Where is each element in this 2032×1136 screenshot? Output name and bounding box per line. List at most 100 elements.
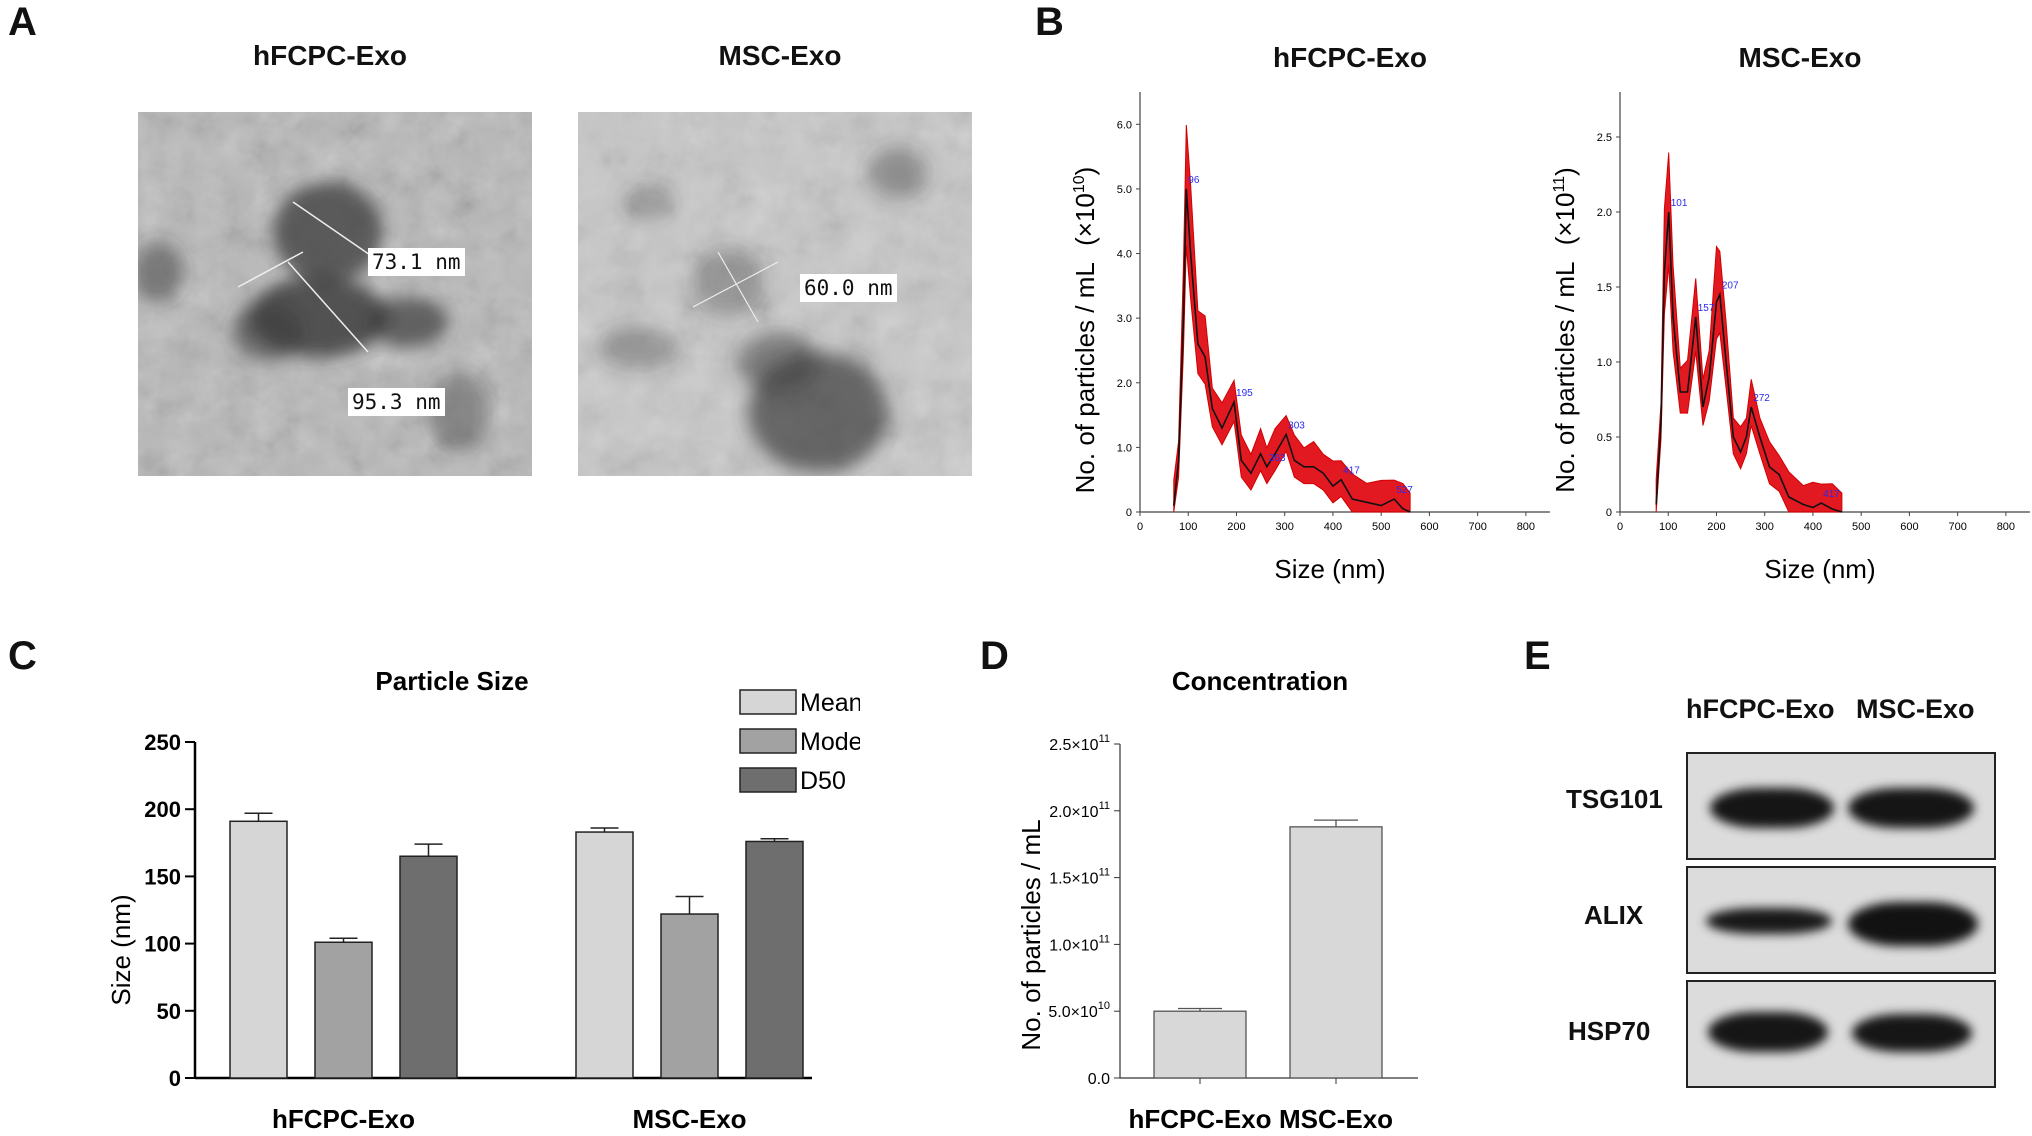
tem-label-msc: MSC-Exo bbox=[718, 40, 842, 71]
blot-strip-alix bbox=[1686, 866, 1996, 974]
size-bar-d50 bbox=[399, 855, 458, 1079]
nta-x-tick-label: 300 bbox=[1276, 521, 1294, 533]
nta-mean-line bbox=[1655, 211, 1843, 513]
nta-ylabel-hfcpc: No. of particles / mL (×1010) bbox=[1070, 167, 1100, 494]
blot-row-tsg101: TSG101 bbox=[1566, 784, 1663, 814]
nta-y-tick-label: 2.5 bbox=[1597, 132, 1612, 144]
conc-y-tick-text: 2.0×10 bbox=[1049, 804, 1098, 821]
conc-category-label: hFCPC-Exo bbox=[1129, 1104, 1272, 1134]
tem-image-msc: 60.0 nm bbox=[578, 112, 972, 476]
nta-y-tick-label: 0 bbox=[1606, 507, 1612, 519]
nta-ylabel-exp-hfcpc: (×10 bbox=[1070, 193, 1100, 246]
tem-micrograph-hfcpc bbox=[138, 112, 532, 476]
nta-peak-label: 101 bbox=[1671, 198, 1688, 209]
nta-ylabel-sup-msc: 11 bbox=[1551, 176, 1568, 193]
nta-peak-label: 272 bbox=[1753, 393, 1770, 404]
nta-x-tick-label: 500 bbox=[1372, 521, 1390, 533]
conc-category-label: MSC-Exo bbox=[1279, 1104, 1393, 1134]
size-y-tick-label: 250 bbox=[144, 730, 181, 755]
conc-y-tick-label: 2.0×1011 bbox=[1049, 800, 1110, 821]
nta-y-tick-label: 4.0 bbox=[1117, 249, 1132, 261]
size-category-label: MSC-Exo bbox=[632, 1104, 746, 1134]
conc-bar bbox=[1153, 1010, 1247, 1079]
conc-y-tick-sup: 11 bbox=[1099, 867, 1110, 879]
concentration-title: Concentration bbox=[1172, 666, 1348, 696]
conc-y-tick-text: 1.0×10 bbox=[1049, 937, 1098, 954]
legend-label-mean: Mean bbox=[800, 689, 860, 717]
nta-y-tick-label: 2.0 bbox=[1597, 207, 1612, 219]
nta-ylabel-exp-msc: (×10 bbox=[1550, 193, 1580, 246]
nta-peak-label: 195 bbox=[1236, 388, 1253, 399]
blot-row-alix: ALIX bbox=[1584, 900, 1644, 930]
nta-x-tick-label: 100 bbox=[1179, 521, 1197, 533]
blot-col-hfcpc: hFCPC-Exo bbox=[1686, 694, 1835, 724]
legend-label-mode: Mode bbox=[800, 728, 860, 756]
nta-y-tick-label: 0.5 bbox=[1597, 432, 1612, 444]
size-bar-d50 bbox=[745, 840, 804, 1079]
size-bar-mode bbox=[660, 913, 719, 1079]
nta-mean-line bbox=[1172, 188, 1411, 513]
nta-title-msc: MSC-Exo bbox=[1738, 42, 1862, 73]
band-alix-hfcpc bbox=[1706, 908, 1832, 934]
size-y-tick-label: 0 bbox=[169, 1066, 181, 1091]
conc-y-tick-text: 1.5×10 bbox=[1049, 871, 1098, 888]
legend-swatch-d50 bbox=[739, 767, 797, 793]
band-tsg101-msc bbox=[1848, 788, 1974, 828]
conc-y-tick-label: 1.0×1011 bbox=[1049, 933, 1110, 954]
measure-label-95: 95.3 nm bbox=[348, 388, 445, 416]
size-y-tick-label: 50 bbox=[157, 999, 181, 1024]
size-category-label: hFCPC-Exo bbox=[272, 1104, 415, 1134]
conc-y-tick-sup: 11 bbox=[1099, 933, 1110, 945]
blot-col-msc: MSC-Exo bbox=[1856, 694, 1975, 724]
panel-letter-a: A bbox=[8, 0, 37, 44]
nta-chart-msc: 0 0.5 1.0 1.5 2.0 2.5 0 100 200 300 400 500 600 700 80… bbox=[1550, 92, 2030, 584]
measure-label-60: 60.0 nm bbox=[800, 274, 897, 302]
nta-y-tick-label: 5.0 bbox=[1117, 184, 1132, 196]
tem-label-hfcpc: hFCPC-Exo bbox=[253, 40, 407, 71]
size-bar-mode bbox=[314, 941, 373, 1079]
band-tsg101-hfcpc bbox=[1710, 788, 1834, 828]
nta-title-hfcpc: hFCPC-Exo bbox=[1273, 42, 1427, 73]
nta-peak-label: 157 bbox=[1698, 303, 1715, 314]
nta-y-tick-label: 0 bbox=[1126, 507, 1132, 519]
conc-y-tick-text: 5.0×10 bbox=[1048, 1004, 1097, 1021]
nta-x-tick-label: 500 bbox=[1852, 521, 1870, 533]
nta-ylabel-main-msc: No. of particles / mL bbox=[1550, 262, 1580, 493]
conc-bar bbox=[1289, 826, 1383, 1079]
nta-xlabel-hfcpc: Size (nm) bbox=[1274, 554, 1385, 584]
nta-x-tick-label: 800 bbox=[1517, 521, 1535, 533]
blot-strip-tsg101 bbox=[1686, 752, 1996, 860]
blot-strip-hsp70 bbox=[1686, 980, 1996, 1088]
concentration-ylabel: No. of particles / mL bbox=[1016, 819, 1046, 1050]
tem-micrograph-msc bbox=[578, 112, 972, 476]
legend-swatch-mode bbox=[739, 728, 797, 754]
nta-peak-label: 527 bbox=[1396, 485, 1413, 496]
nta-x-tick-label: 300 bbox=[1756, 521, 1774, 533]
nta-x-tick-label: 100 bbox=[1659, 521, 1677, 533]
band-hsp70-hfcpc bbox=[1708, 1012, 1828, 1052]
band-hsp70-msc bbox=[1852, 1014, 1972, 1052]
nta-x-tick-label: 400 bbox=[1324, 521, 1342, 533]
nta-peak-label: 207 bbox=[1722, 281, 1739, 292]
tem-image-hfcpc: 73.1 nm 95.3 nm bbox=[138, 112, 532, 476]
nta-ylabel-msc: No. of particles / mL (×1011) bbox=[1550, 167, 1580, 493]
blot-row-hsp70: HSP70 bbox=[1568, 1016, 1651, 1046]
nta-error-band bbox=[1173, 124, 1411, 513]
nta-peak-label: 263 bbox=[1269, 453, 1286, 464]
nta-y-tick-label: 1.5 bbox=[1597, 282, 1612, 294]
conc-y-tick-text: 2.5×10 bbox=[1049, 737, 1098, 754]
measure-label-73: 73.1 nm bbox=[368, 248, 465, 276]
nta-x-tick-label: 800 bbox=[1997, 521, 2015, 533]
nta-peak-label: 303 bbox=[1288, 420, 1305, 431]
panel-letter-e: E bbox=[1524, 634, 1551, 678]
nta-x-tick-label: 700 bbox=[1948, 521, 1966, 533]
size-bar-mean bbox=[229, 820, 288, 1079]
size-y-tick-label: 100 bbox=[144, 932, 181, 957]
nta-y-tick-label: 1.0 bbox=[1597, 357, 1612, 369]
nta-xlabel-msc: Size (nm) bbox=[1764, 554, 1875, 584]
nta-x-tick-label: 400 bbox=[1804, 521, 1822, 533]
panel-letter-c: C bbox=[8, 634, 37, 678]
legend-label-d50: D50 bbox=[800, 767, 846, 795]
conc-y-tick-sup: 10 bbox=[1098, 1000, 1110, 1012]
nta-ylabel-close-msc: ) bbox=[1550, 167, 1580, 176]
